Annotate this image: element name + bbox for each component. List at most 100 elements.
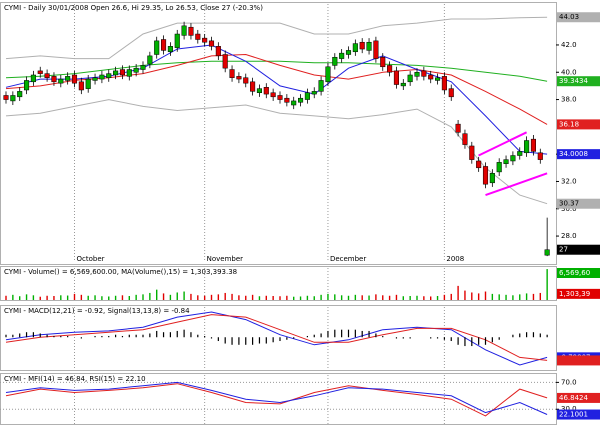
candle-body bbox=[181, 25, 187, 36]
macd-histogram-bar bbox=[443, 337, 445, 340]
macd-histogram-bar bbox=[142, 334, 144, 338]
indicator-line bbox=[5, 383, 548, 417]
value-flag-label: 27 bbox=[559, 246, 568, 254]
volume-bar bbox=[299, 296, 302, 300]
volume-bar bbox=[382, 295, 384, 300]
macd-histogram-bar bbox=[512, 334, 514, 338]
candle-body bbox=[250, 81, 256, 92]
y-tick-label: 30.0 bbox=[561, 405, 577, 413]
macd-histogram-bar bbox=[217, 337, 219, 342]
indicator-line bbox=[5, 314, 548, 361]
volume-bar bbox=[512, 295, 514, 300]
volume-bar bbox=[430, 296, 432, 300]
volume-bar bbox=[169, 294, 172, 300]
macd-histogram-bar bbox=[361, 330, 363, 338]
volume-bar bbox=[183, 291, 185, 300]
volume-bar bbox=[224, 292, 226, 300]
candle-body bbox=[208, 40, 215, 47]
macd-histogram-bar bbox=[204, 335, 206, 338]
volume-bar bbox=[375, 294, 377, 300]
panel-title: CYMI - Volume() = 6,569,600.00, MA(Volum… bbox=[4, 268, 237, 276]
candle-body bbox=[345, 50, 352, 55]
volume-bar bbox=[101, 296, 103, 300]
candle-body bbox=[414, 72, 420, 77]
macd-histogram-bar bbox=[53, 335, 55, 338]
candle-body bbox=[243, 77, 249, 84]
macd-histogram-bar bbox=[176, 330, 178, 338]
macd-histogram-bar bbox=[25, 332, 28, 338]
volume-bar bbox=[135, 294, 137, 300]
candle-body bbox=[30, 74, 36, 83]
macd-histogram-bar bbox=[327, 330, 329, 338]
volume-bar bbox=[190, 293, 192, 300]
candle-body bbox=[51, 76, 57, 83]
x-tick-label: November bbox=[207, 255, 244, 263]
macd-histogram-bar bbox=[183, 329, 185, 338]
volume-bar bbox=[265, 295, 267, 300]
macd-histogram-bar bbox=[546, 334, 548, 338]
candle-body bbox=[407, 74, 413, 83]
x-tick-label: October bbox=[77, 255, 105, 263]
candle-body bbox=[332, 56, 338, 66]
volume-bar bbox=[176, 292, 178, 300]
candle-body bbox=[10, 95, 16, 102]
y-tick-label: 40.0 bbox=[561, 68, 577, 76]
price-panel bbox=[0, 2, 557, 265]
y-tick-label: 32.0 bbox=[561, 177, 577, 185]
macd-histogram-bar bbox=[409, 337, 411, 339]
candle-body bbox=[400, 82, 406, 87]
value-flag-label: 36.18 bbox=[559, 120, 579, 128]
volume-bar bbox=[245, 295, 247, 300]
candle-body bbox=[37, 70, 43, 74]
candle-body bbox=[489, 173, 495, 184]
candle-body bbox=[17, 91, 23, 98]
value-flag-label: 44.03 bbox=[559, 13, 579, 21]
macd-histogram-bar bbox=[464, 337, 466, 347]
candle-body bbox=[421, 70, 427, 77]
value-flag-label: 6,569,60 bbox=[559, 269, 590, 277]
volume-bar bbox=[108, 296, 110, 300]
volume-bar bbox=[66, 295, 69, 300]
volume-bar bbox=[272, 296, 274, 300]
panel-title: CYMI - MACD(12,21) = -0.92, Signal(13,13… bbox=[4, 307, 190, 315]
volume-bar bbox=[491, 293, 494, 300]
value-flag bbox=[557, 355, 600, 366]
volume-bar bbox=[443, 294, 446, 300]
candle-body bbox=[277, 95, 283, 100]
volume-bar bbox=[471, 292, 473, 300]
macd-histogram-bar bbox=[231, 337, 233, 345]
candle-body bbox=[229, 69, 235, 78]
macd-histogram-bar bbox=[197, 334, 199, 338]
macd-histogram-bar bbox=[519, 333, 521, 338]
panel-title: CYMI - Daily 30/01/2008 Open 26.6, Hi 29… bbox=[4, 4, 263, 12]
y-tick-label: 70.0 bbox=[561, 378, 577, 386]
candle-body bbox=[236, 76, 242, 80]
macd-histogram-bar bbox=[162, 332, 165, 338]
macd-histogram-bar bbox=[19, 333, 21, 338]
macd-histogram-bar bbox=[12, 334, 14, 338]
candle-body bbox=[482, 166, 489, 185]
candle-body bbox=[147, 55, 153, 65]
macd-histogram-bar bbox=[252, 337, 254, 345]
value-flag bbox=[557, 198, 600, 209]
volume-bar bbox=[306, 295, 309, 300]
value-flag bbox=[557, 268, 600, 278]
macd-histogram-bar bbox=[491, 337, 493, 343]
volume-bar bbox=[361, 295, 363, 300]
volume-bar bbox=[149, 292, 151, 300]
candle-body bbox=[85, 78, 91, 89]
candle-body bbox=[318, 80, 324, 92]
volume-bar bbox=[368, 295, 370, 300]
volume-bar bbox=[539, 292, 541, 300]
macd-panel bbox=[0, 305, 557, 371]
value-flag-label: 30.37 bbox=[559, 200, 579, 208]
candle-body bbox=[44, 73, 50, 78]
candle-body bbox=[99, 74, 105, 80]
candle-body bbox=[222, 54, 228, 69]
volume-bar bbox=[53, 296, 55, 300]
macd-histogram-bar bbox=[375, 333, 377, 338]
macd-histogram-bar bbox=[101, 335, 103, 338]
volume-bar bbox=[293, 296, 295, 300]
candle-body bbox=[380, 56, 386, 68]
candle-body bbox=[476, 160, 482, 169]
